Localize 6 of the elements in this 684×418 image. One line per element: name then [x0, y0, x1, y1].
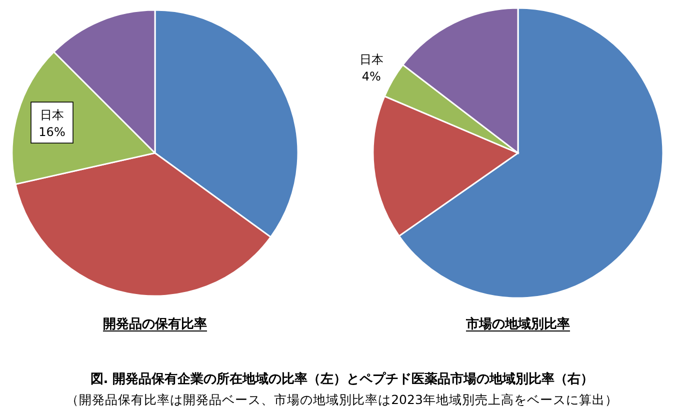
text: 開発品の保有比率	[103, 316, 207, 332]
data-label: 16%	[38, 125, 66, 140]
text: 図. 開発品保有企業の所在地域の比率（左）とペプチド医薬品市場の地域別比率（右）	[90, 371, 594, 387]
text: 市場の地域別比率	[465, 316, 570, 332]
text: （開発品保有比率は開発品ベース、市場の地域別比率は2023年地域別売上高をベースに算出）	[66, 392, 618, 407]
slice-label: 日本	[40, 108, 64, 122]
